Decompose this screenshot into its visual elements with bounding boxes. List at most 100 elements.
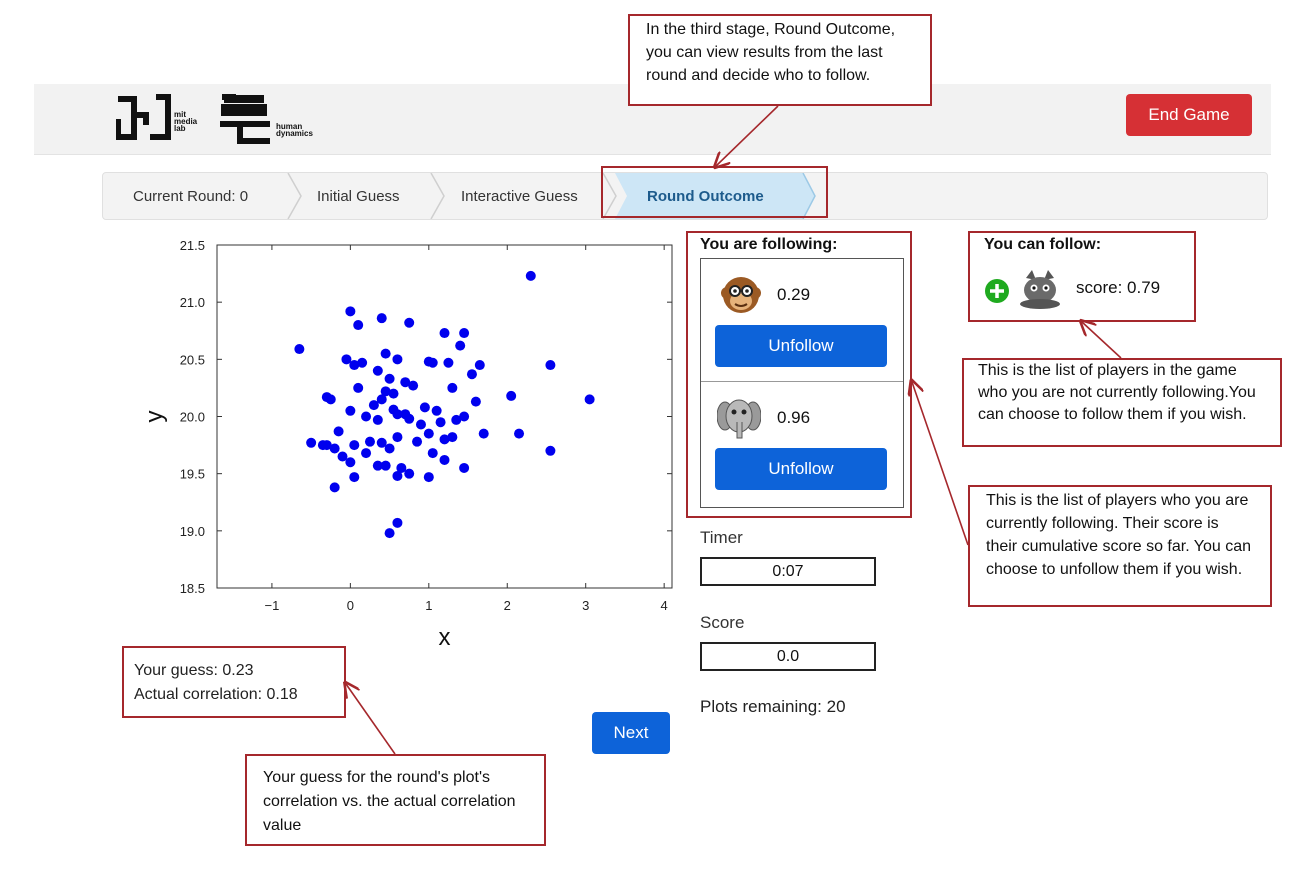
scatter-point bbox=[364, 436, 375, 447]
arrow-guess bbox=[346, 684, 396, 755]
scatter-point bbox=[372, 414, 383, 425]
x-tick-label: 2 bbox=[504, 598, 511, 613]
unfollow-button[interactable]: Unfollow bbox=[715, 448, 887, 490]
scatter-point bbox=[408, 380, 419, 391]
x-tick-label: −1 bbox=[264, 598, 279, 613]
scatter-point bbox=[345, 306, 356, 317]
plot-frame bbox=[216, 244, 673, 589]
y-tick-label: 21.0 bbox=[180, 295, 205, 310]
timer-label: Timer bbox=[700, 528, 743, 547]
scatter-point bbox=[380, 386, 391, 397]
stage-breadcrumb: Current Round: 0 Initial Guess Interacti… bbox=[102, 172, 1268, 220]
following-player-row: 0.29 Unfollow bbox=[701, 259, 903, 382]
can-follow-title: You can follow: bbox=[984, 236, 1102, 253]
scatter-point bbox=[423, 472, 434, 483]
cat-icon bbox=[1020, 270, 1060, 309]
breadcrumb-initial-guess: Initial Guess bbox=[317, 187, 400, 205]
guess-result-box: Your guess: 0.23 Actual correlation: 0.1… bbox=[122, 646, 346, 718]
scatter-point bbox=[415, 419, 426, 430]
scatter-point bbox=[419, 402, 430, 413]
arrow-following bbox=[912, 382, 969, 546]
y-tick-label: 19.5 bbox=[180, 467, 205, 482]
scatter-point bbox=[423, 428, 434, 439]
scatter-point bbox=[317, 440, 328, 451]
score-value: 0.0 bbox=[700, 642, 876, 671]
scatter-point bbox=[345, 457, 356, 468]
scatter-point bbox=[361, 411, 372, 422]
unfollow-button[interactable]: Unfollow bbox=[715, 325, 887, 367]
following-score: 0.96 bbox=[777, 408, 811, 427]
breadcrumb-current-round: Current Round: 0 bbox=[133, 187, 249, 205]
scatter-point bbox=[466, 369, 477, 380]
scatter-point bbox=[325, 394, 336, 405]
scatter-point bbox=[384, 443, 395, 454]
scatter-point bbox=[306, 437, 317, 448]
scatter-point bbox=[329, 443, 340, 454]
scatter-point bbox=[443, 357, 454, 368]
mit-media-lab-label: mit media lab bbox=[174, 110, 198, 133]
scatter-point bbox=[329, 482, 340, 493]
following-list: 0.29 Unfollow 0.96 Unfollow bbox=[700, 258, 904, 508]
scatter-point bbox=[294, 344, 305, 355]
scatter-point bbox=[392, 409, 403, 420]
scatter-point bbox=[372, 365, 383, 376]
scatter-point bbox=[380, 348, 391, 359]
y-axis-label: y bbox=[141, 411, 168, 423]
breadcrumb-separators bbox=[287, 173, 816, 219]
scatter-point bbox=[404, 317, 415, 328]
scatter-point bbox=[368, 400, 379, 411]
scatter-point bbox=[525, 270, 536, 281]
scatter-point bbox=[353, 320, 364, 331]
scatter-point bbox=[439, 454, 450, 465]
scatter-point bbox=[384, 373, 395, 384]
can-follow-score: score: 0.79 bbox=[1076, 278, 1161, 297]
scatter-point bbox=[380, 460, 391, 471]
following-annotation: This is the list of players who you are … bbox=[968, 485, 1272, 607]
scatter-point bbox=[384, 528, 395, 539]
plots-remaining: Plots remaining: 20 bbox=[700, 697, 846, 716]
round-outcome-annotation: In the third stage, Round Outcome, you c… bbox=[628, 14, 932, 106]
add-icon[interactable] bbox=[984, 278, 1010, 304]
scatter-point bbox=[412, 436, 423, 447]
scatter-point bbox=[470, 396, 481, 407]
scatter-point bbox=[431, 405, 442, 416]
scatter-point bbox=[439, 328, 450, 339]
y-tick-label: 20.5 bbox=[180, 352, 205, 367]
can-follow-annotation: This is the list of players in the game … bbox=[962, 358, 1282, 447]
following-score: 0.29 bbox=[777, 285, 811, 304]
scatter-point bbox=[392, 432, 403, 443]
scatter-point bbox=[400, 377, 411, 388]
scatter-plot: −1 0 1 2 3 4 18.5 19.0 19.5 20.0 20.5 21.0 21.5 x y bbox=[141, 238, 673, 651]
scatter-point bbox=[349, 360, 360, 371]
scatter-point bbox=[392, 354, 403, 365]
scatter-point bbox=[392, 470, 403, 481]
y-tick-label: 18.5 bbox=[180, 581, 205, 596]
scatter-point bbox=[474, 360, 485, 371]
scatter-point bbox=[392, 517, 403, 528]
next-button[interactable]: Next bbox=[592, 712, 670, 754]
scatter-point bbox=[427, 357, 438, 368]
round-outcome-highlight bbox=[601, 166, 828, 218]
scatter-point bbox=[372, 460, 383, 471]
human-dynamics-label: human dynamics bbox=[276, 122, 313, 138]
scatter-point bbox=[435, 417, 446, 428]
scatter-point bbox=[404, 413, 415, 424]
scatter-point bbox=[451, 414, 462, 425]
scatter-point bbox=[376, 437, 387, 448]
scatter-point bbox=[341, 354, 352, 365]
scatter-point bbox=[514, 428, 525, 439]
arrow-can-follow bbox=[1082, 322, 1122, 359]
actual-correlation-text: Actual correlation: 0.18 bbox=[134, 686, 298, 703]
x-tick-label: 1 bbox=[425, 598, 432, 613]
breadcrumb-interactive-guess: Interactive Guess bbox=[461, 187, 578, 205]
scatter-point bbox=[345, 405, 356, 416]
human-dynamics-mark bbox=[220, 95, 270, 144]
scatter-point bbox=[584, 394, 595, 405]
guess-annotation: Your guess for the round's plot's correl… bbox=[245, 754, 546, 846]
scatter-point bbox=[459, 411, 470, 422]
scatter-point bbox=[459, 328, 470, 339]
y-tick-label: 21.5 bbox=[180, 238, 205, 253]
scatter-point bbox=[388, 388, 399, 399]
end-game-button[interactable]: End Game bbox=[1126, 94, 1252, 136]
scatter-point bbox=[333, 426, 344, 437]
